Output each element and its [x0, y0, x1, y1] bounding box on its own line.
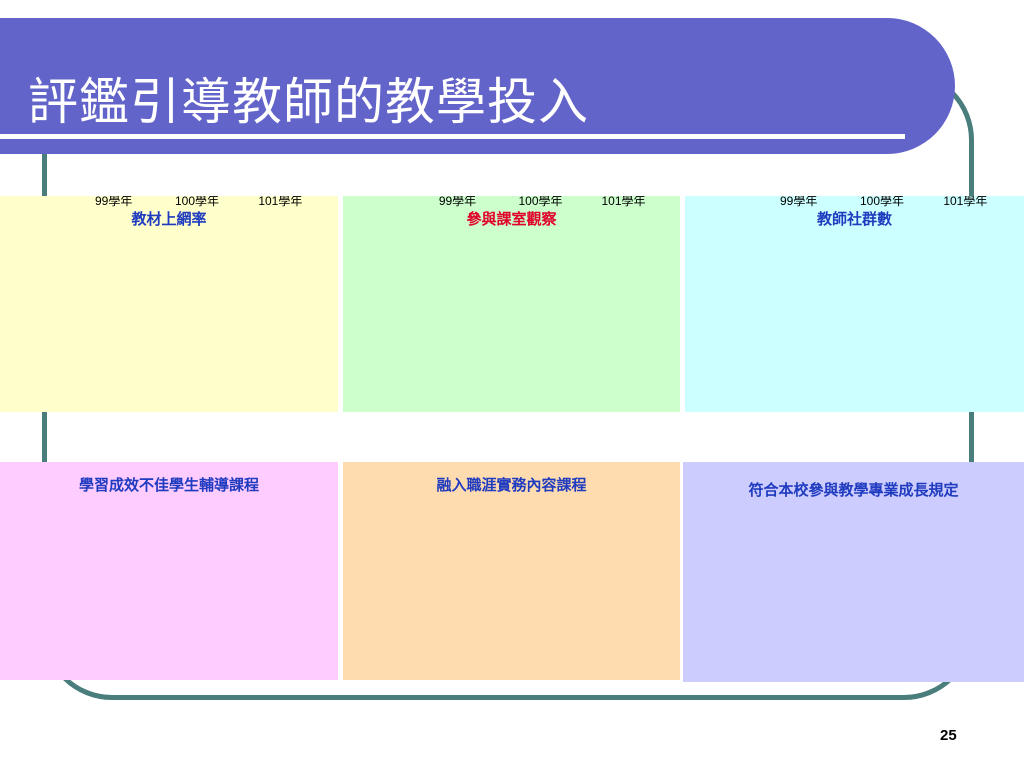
chart-title: 學習成效不佳學生輔導課程: [79, 476, 259, 494]
title-underline: [0, 134, 905, 139]
chart-professional-growth: 符合本校參與教學專業成長規定0.00%20.00%40.00%60.00%80.…: [683, 462, 1024, 682]
chart-svg: 符合本校參與教學專業成長規定0.00%20.00%40.00%60.00%80.…: [683, 462, 1024, 682]
x-tick-label: 99學年: [95, 196, 132, 208]
x-tick-label: 101學年: [258, 196, 302, 208]
chart-svg: 融入職涯實務內容課程01020304050607099學年100學年101學年3…: [343, 462, 680, 680]
chart-teacher-communities: 教師社群數010203040506099學年100學年101學年133850: [685, 196, 1024, 412]
chart-svg: 教材上網率0.00%20.00%40.00%60.00%80.00%100.00…: [0, 196, 338, 412]
chart-title: 參與課室觀察: [466, 210, 557, 228]
chart-career-courses: 融入職涯實務內容課程01020304050607099學年100學年101學年3…: [343, 462, 680, 680]
chart-background: [685, 196, 1024, 412]
page-number: 25: [940, 727, 957, 744]
chart-remedial-courses: 學習成效不佳學生輔導課程05010015020025030099學年100學年1…: [0, 462, 338, 680]
chart-svg: 學習成效不佳學生輔導課程05010015020025030099學年100學年1…: [0, 462, 338, 680]
chart-svg: 參與課室觀察0102030405099學年100學年101學年304042: [343, 196, 680, 412]
x-tick-label: 100學年: [518, 196, 562, 208]
x-tick-label: 100學年: [175, 196, 219, 208]
chart-background: [0, 196, 338, 412]
x-tick-label: 99學年: [439, 196, 476, 208]
chart-background: [683, 462, 1024, 682]
chart-title: 符合本校參與教學專業成長規定: [748, 481, 958, 499]
title-banner: 評鑑引導教師的教學投入: [0, 18, 955, 154]
chart-material-online-rate: 教材上網率0.00%20.00%40.00%60.00%80.00%100.00…: [0, 196, 338, 412]
x-tick-label: 101學年: [943, 196, 987, 208]
chart-background: [0, 462, 338, 680]
chart-background: [343, 196, 680, 412]
chart-svg: 教師社群數010203040506099學年100學年101學年133850: [685, 196, 1024, 412]
chart-title: 融入職涯實務內容課程: [436, 476, 586, 494]
x-tick-label: 99學年: [780, 196, 817, 208]
x-tick-label: 100學年: [860, 196, 904, 208]
chart-classroom-observation: 參與課室觀察0102030405099學年100學年101學年304042: [343, 196, 680, 412]
page-title: 評鑑引導教師的教學投入: [28, 73, 589, 131]
chart-title: 教材上網率: [130, 210, 206, 228]
chart-title: 教師社群數: [816, 210, 892, 228]
x-tick-label: 101學年: [601, 196, 645, 208]
chart-background: [343, 462, 680, 680]
